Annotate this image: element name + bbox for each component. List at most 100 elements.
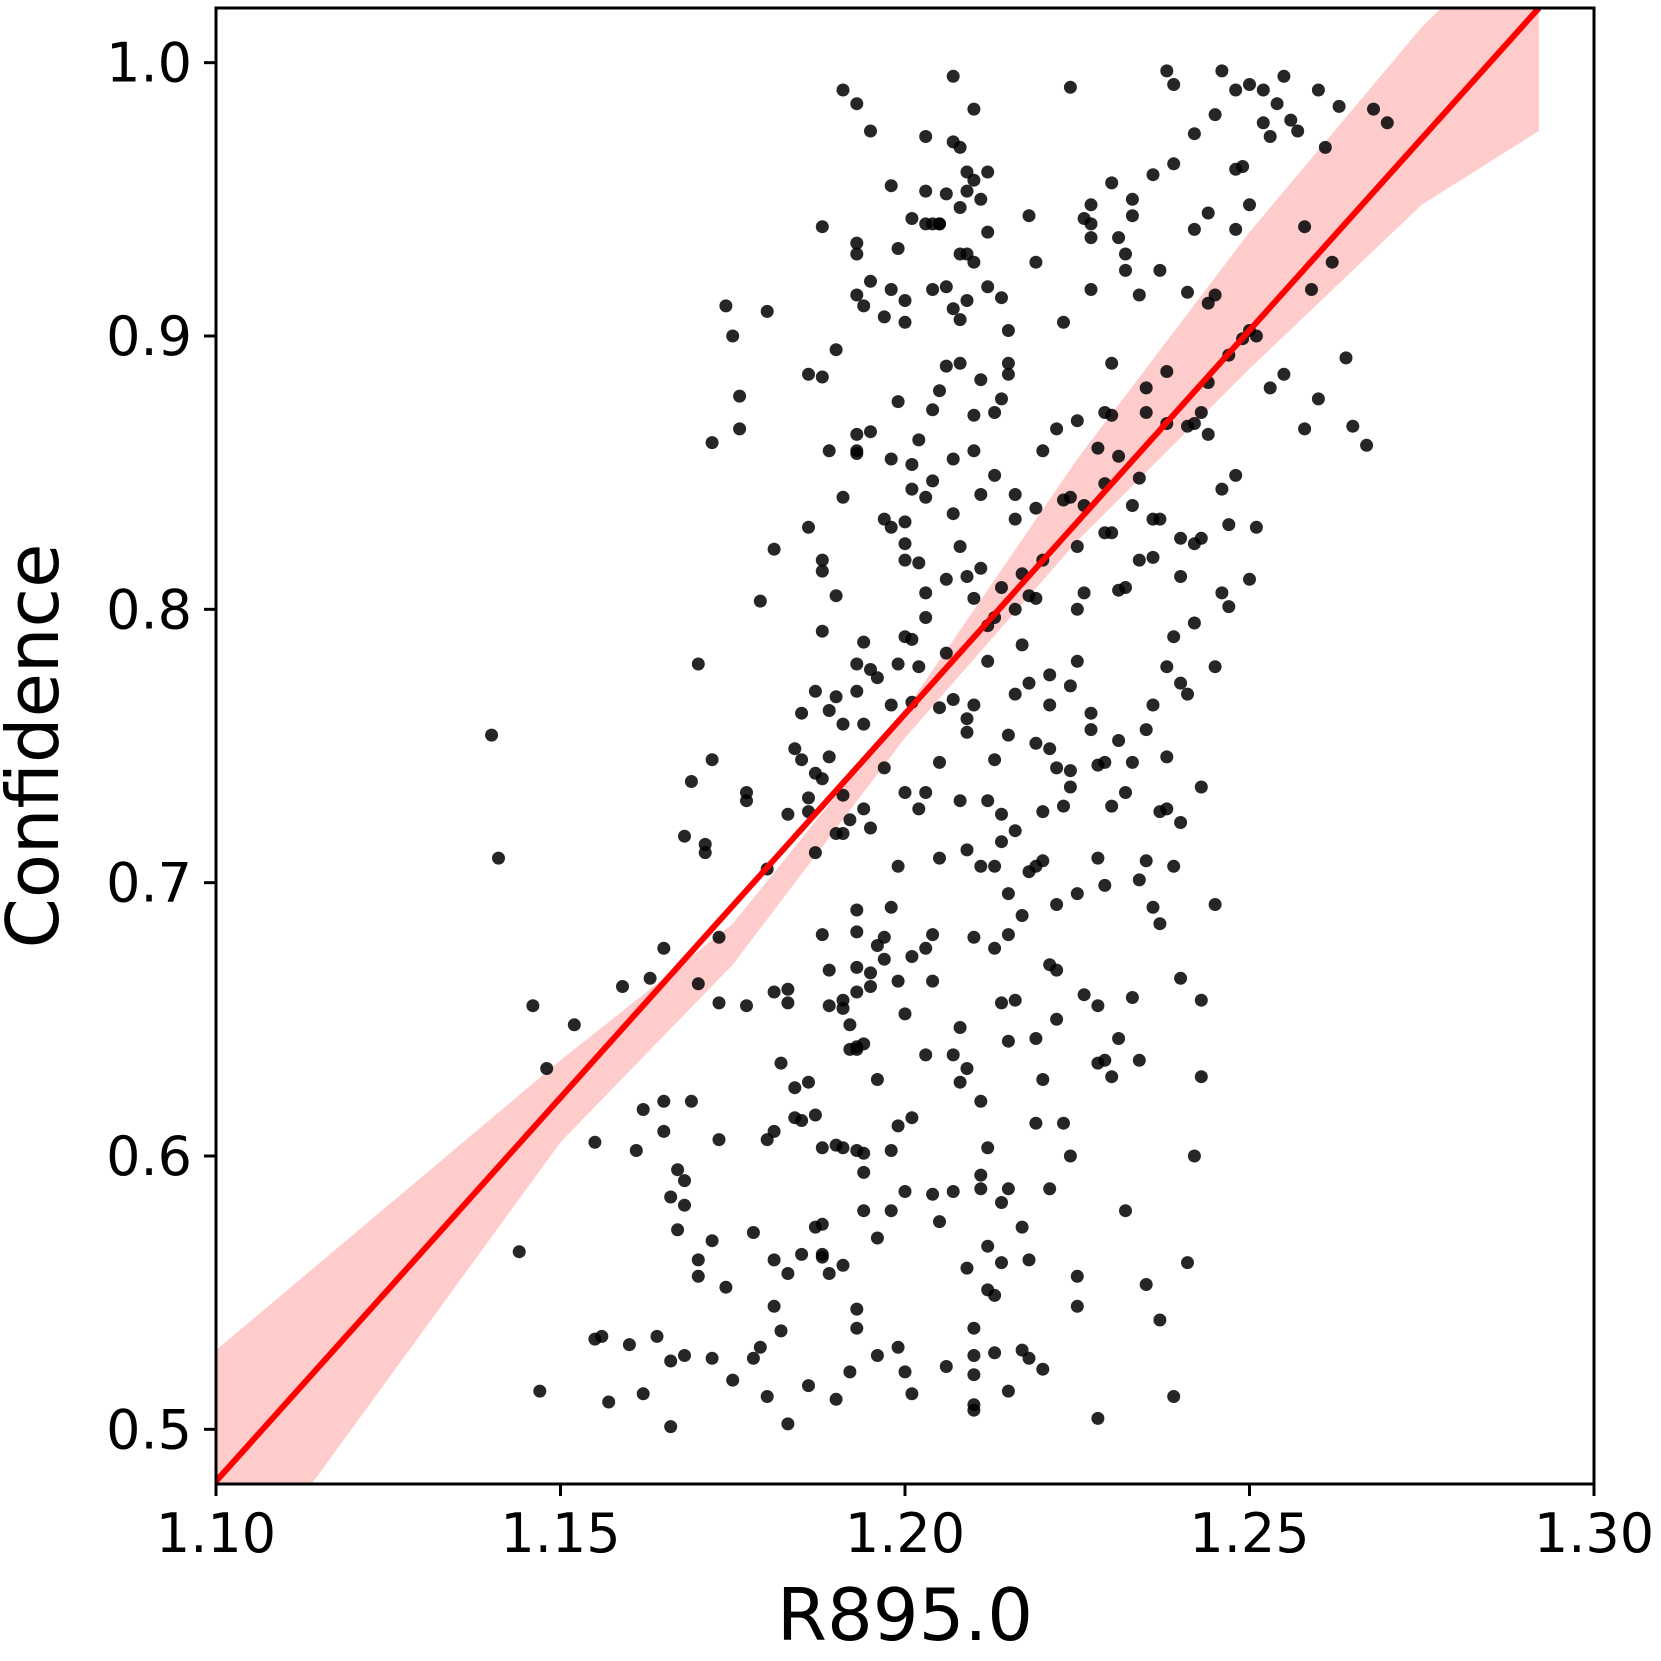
scatter-point bbox=[767, 1124, 781, 1138]
scatter-point bbox=[1153, 512, 1167, 526]
scatter-point bbox=[995, 996, 1008, 1010]
scatter-point bbox=[746, 1351, 760, 1365]
scatter-point bbox=[850, 903, 864, 917]
scatter-point bbox=[822, 999, 836, 1013]
scatter-point bbox=[850, 985, 864, 999]
scatter-point bbox=[967, 930, 981, 944]
scatter-point bbox=[1050, 422, 1064, 436]
scatter-point bbox=[767, 985, 781, 999]
scatter-point bbox=[691, 657, 705, 671]
scatter-point bbox=[822, 750, 836, 764]
scatter-point bbox=[808, 1108, 822, 1122]
scatter-point bbox=[760, 1390, 774, 1403]
scatter-point bbox=[1222, 600, 1236, 614]
scatter-point bbox=[1284, 113, 1298, 127]
scatter-point bbox=[967, 591, 981, 605]
scatter-point bbox=[1298, 422, 1312, 436]
scatter-point bbox=[815, 928, 829, 942]
scatter-point bbox=[1146, 550, 1160, 564]
scatter-point bbox=[1043, 742, 1057, 756]
scatter-point bbox=[1119, 786, 1132, 799]
scatter-point bbox=[1008, 993, 1022, 1007]
scatter-point bbox=[822, 704, 836, 717]
scatter-point bbox=[898, 315, 912, 329]
scatter-point bbox=[753, 1340, 767, 1354]
scatter-point bbox=[967, 698, 981, 712]
scatter-point bbox=[1174, 971, 1188, 985]
scatter-point bbox=[781, 996, 795, 1010]
scatter-point bbox=[926, 1187, 940, 1201]
scatter-point bbox=[485, 728, 499, 742]
scatter-point bbox=[995, 1196, 1008, 1209]
scatter-point bbox=[1063, 80, 1077, 94]
scatter-point bbox=[1084, 231, 1098, 245]
scatter-point bbox=[960, 294, 974, 307]
scatter-point bbox=[650, 1329, 664, 1343]
scatter-point bbox=[933, 701, 946, 715]
scatter-point bbox=[967, 102, 981, 116]
scatter-point bbox=[891, 974, 905, 988]
scatter-point bbox=[836, 788, 850, 802]
x-tick-label: 1.30 bbox=[1534, 1502, 1654, 1565]
scatter-point bbox=[981, 1141, 995, 1155]
scatter-point bbox=[1125, 209, 1139, 223]
scatter-point bbox=[857, 635, 871, 649]
y-tick-label: 0.7 bbox=[106, 852, 192, 915]
scatter-point bbox=[884, 698, 898, 712]
scatter-point bbox=[1050, 761, 1064, 775]
scatter-point bbox=[898, 553, 912, 567]
scatter-point bbox=[781, 982, 795, 996]
scatter-point bbox=[864, 274, 877, 288]
scatter-point bbox=[960, 843, 974, 857]
scatter-point bbox=[1215, 64, 1229, 78]
scatter-point bbox=[1125, 192, 1139, 206]
scatter-point bbox=[933, 1215, 946, 1229]
scatter-point bbox=[781, 1267, 795, 1280]
scatter-point bbox=[1160, 365, 1174, 378]
scatter-point bbox=[1105, 526, 1119, 540]
scatter-point bbox=[891, 657, 905, 671]
scatter-point bbox=[1091, 999, 1105, 1013]
scatter-point bbox=[678, 1198, 691, 1212]
scatter-point bbox=[678, 1349, 691, 1362]
scatter-point bbox=[850, 236, 864, 250]
scatter-point bbox=[595, 1329, 609, 1343]
scatter-point bbox=[891, 1340, 905, 1354]
scatter-point bbox=[877, 952, 891, 966]
scatter-point bbox=[795, 1247, 809, 1261]
scatter-point bbox=[877, 930, 891, 944]
scatter-point bbox=[767, 542, 781, 556]
scatter-point bbox=[1036, 1073, 1050, 1086]
scatter-point bbox=[616, 980, 629, 993]
scatter-point bbox=[664, 1354, 678, 1368]
scatter-point bbox=[933, 851, 946, 865]
scatter-point bbox=[967, 1349, 981, 1362]
scatter-point bbox=[726, 1373, 740, 1387]
scatter-point bbox=[1201, 206, 1215, 220]
scatter-point bbox=[960, 725, 974, 739]
scatter-point bbox=[926, 474, 940, 488]
scatter-point bbox=[864, 966, 877, 980]
scatter-point bbox=[864, 821, 877, 835]
scatter-point bbox=[802, 520, 815, 534]
scatter-point bbox=[512, 1245, 526, 1259]
scatter-point bbox=[774, 1056, 788, 1070]
scatter-point bbox=[1194, 406, 1208, 419]
scatter-point bbox=[1050, 898, 1064, 911]
scatter-point bbox=[829, 343, 843, 357]
x-tick-label: 1.20 bbox=[845, 1502, 965, 1565]
scatter-point bbox=[1187, 127, 1201, 141]
scatter-point bbox=[850, 684, 864, 698]
scatter-point bbox=[1167, 157, 1181, 171]
scatter-point bbox=[905, 458, 919, 471]
scatter-point bbox=[857, 1165, 871, 1179]
scatter-point bbox=[905, 1111, 919, 1125]
scatter-point bbox=[678, 829, 691, 843]
scatter-point bbox=[850, 1302, 864, 1316]
scatter-point bbox=[802, 1075, 815, 1089]
scatter-point bbox=[1043, 1182, 1057, 1196]
scatter-point bbox=[1112, 1032, 1126, 1045]
scatter-point bbox=[1119, 1204, 1132, 1218]
scatter-point bbox=[726, 329, 740, 343]
scatter-point bbox=[636, 1387, 650, 1401]
